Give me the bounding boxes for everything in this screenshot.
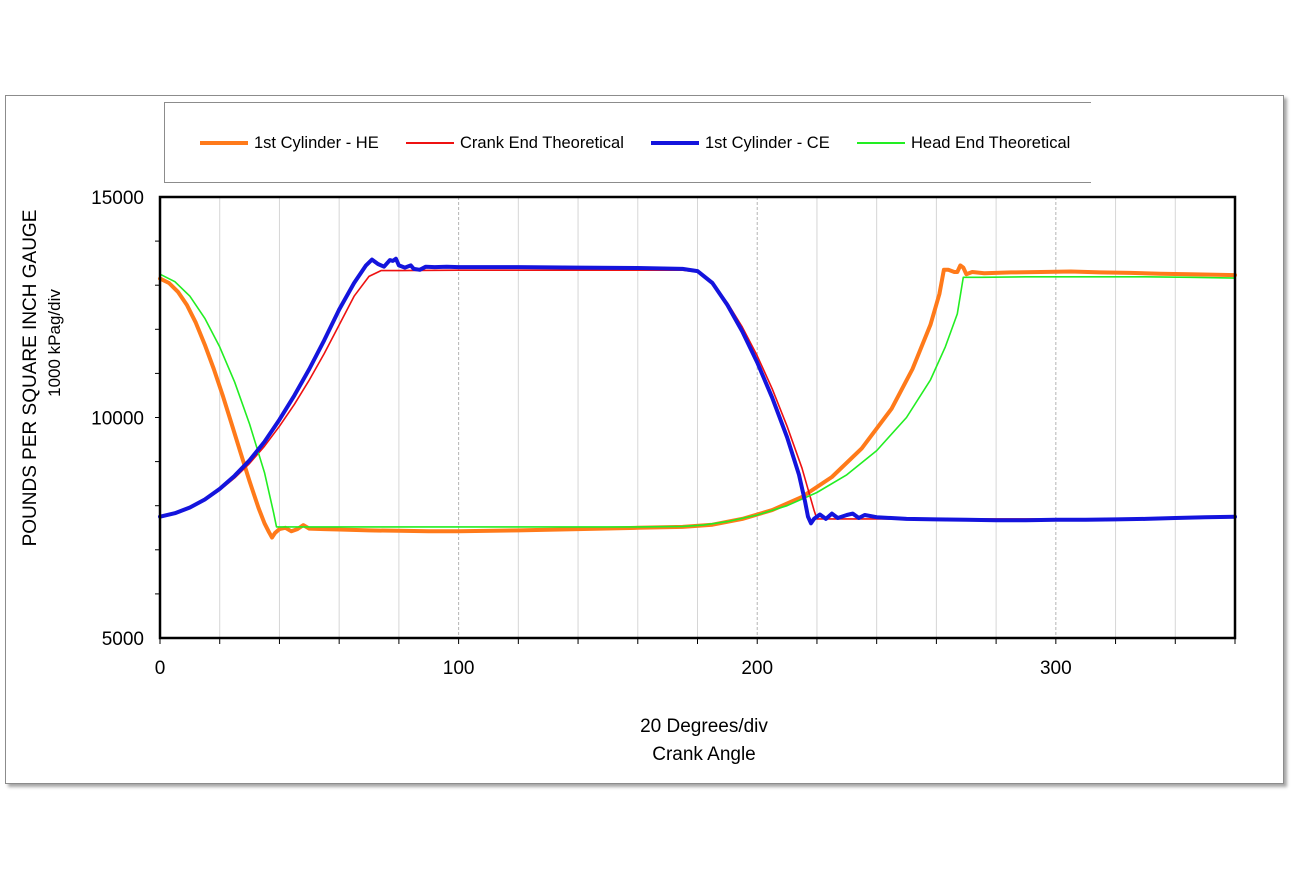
legend: 1st Cylinder - HE Crank End Theoretical … (164, 102, 1091, 183)
y-axis-title: POUNDS PER SQUARE INCH GAUGE (20, 209, 41, 547)
legend-item-ce: 1st Cylinder - CE (651, 133, 830, 153)
x-axis-subtitle: 20 Degrees/div (640, 716, 768, 737)
legend-item-crank-end-theoretical: Crank End Theoretical (406, 133, 624, 153)
series-line-1st-cylinder-ce (158, 256, 1237, 526)
legend-item-head-end-theoretical: Head End Theoretical (857, 133, 1070, 153)
x-tick-label: 0 (155, 658, 166, 679)
series-line-head-end-theoretical (159, 273, 1236, 528)
legend-label-crank-end-theoretical: Crank End Theoretical (460, 133, 624, 152)
x-tick-label: 300 (1040, 658, 1072, 679)
x-tick-label: 100 (443, 658, 475, 679)
series-line-1st-cylinder-he (158, 263, 1237, 540)
legend-label-head-end-theoretical: Head End Theoretical (911, 133, 1071, 152)
y-tick-label: 5000 (102, 629, 144, 650)
y-tick-label: 10000 (91, 409, 144, 430)
legend-swatch-crank-end-theoretical (406, 142, 454, 144)
legend-item-he: 1st Cylinder - HE (200, 133, 379, 153)
legend-label-ce: 1st Cylinder - CE (705, 133, 830, 152)
x-tick-label: 200 (741, 658, 773, 679)
y-tick-label: 15000 (91, 188, 144, 209)
x-axis-title: Crank Angle (652, 744, 756, 765)
legend-label-he: 1st Cylinder - HE (254, 133, 379, 152)
legend-swatch-he (200, 141, 248, 145)
legend-swatch-ce (651, 141, 699, 145)
legend-swatch-head-end-theoretical (857, 142, 905, 144)
y-axis-subtitle: 1000 kPag/div (45, 289, 64, 397)
chart-frame (5, 95, 1284, 784)
plot-border (158, 195, 1237, 640)
